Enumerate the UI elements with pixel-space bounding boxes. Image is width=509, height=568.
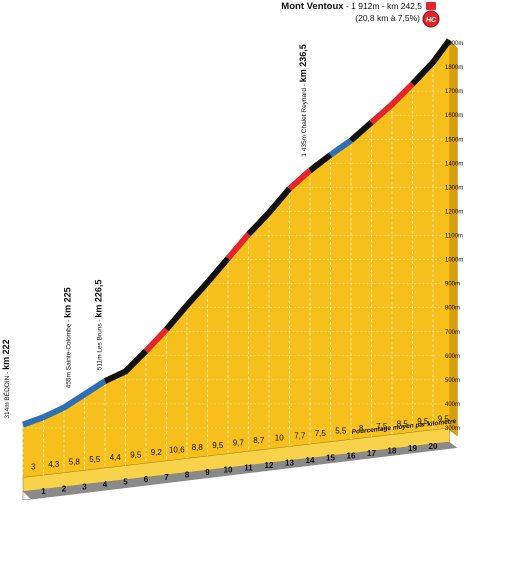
- checkered-flag-icon: [426, 2, 436, 10]
- road-segment-normal: [410, 38, 452, 86]
- gradient-label: 7,5: [376, 422, 388, 431]
- road-segment-steep: [369, 81, 415, 125]
- badge-label: HC: [426, 17, 437, 24]
- summit-header: Mont Ventoux - 1 912m - km 242,5 (20,8 k…: [281, 1, 422, 23]
- landmark-label: 314m BÉDOIN - km 222: [1, 339, 11, 418]
- gradient-label: 9,7: [233, 438, 245, 447]
- km-marker-label: 15: [326, 454, 335, 463]
- km-marker-label: 6: [144, 475, 149, 484]
- landmark-label: 1 435m Chalet Reynard - km 236,5: [298, 44, 308, 156]
- y-tick-label: 300m: [445, 426, 460, 432]
- road-segment-gentle: [328, 138, 353, 158]
- y-tick-label: 1700m: [445, 89, 463, 95]
- road-segment-normal: [164, 256, 231, 332]
- gradient-label: 7,7: [294, 431, 306, 440]
- gradient-label: 5,8: [69, 458, 81, 467]
- km-marker-label: 1: [41, 487, 46, 496]
- gradient-label: 9,5: [438, 415, 450, 424]
- category-badge: HC: [422, 2, 440, 28]
- landmark-label: 511m Les Bruns - km 226,5: [93, 280, 103, 371]
- road-segment-steep: [225, 232, 251, 261]
- km-marker-label: 13: [285, 459, 294, 468]
- profile-side-face: [449, 40, 458, 436]
- landmark-km: km 225: [63, 287, 73, 318]
- y-tick-label: 900m: [445, 282, 460, 288]
- y-tick-label: 800m: [445, 306, 460, 312]
- gradient-label: 9,2: [151, 448, 163, 457]
- road-segment-normal: [348, 120, 374, 143]
- gradient-label: 9,5: [130, 450, 142, 459]
- y-tick-label: 1600m: [445, 113, 463, 119]
- landmark-name: 511m Les Bruns -: [96, 318, 103, 371]
- summit-name: Mont Ventoux: [281, 1, 344, 12]
- y-tick-label: 400m: [445, 402, 460, 408]
- badge-circle: [422, 10, 440, 28]
- y-tick-label: 1800m: [445, 65, 463, 71]
- landmark-km: km 222: [1, 339, 11, 370]
- landmark-name: 314m BÉDOIN -: [2, 370, 11, 419]
- y-tick-label: 500m: [445, 378, 460, 384]
- base-shadow: [23, 441, 458, 500]
- gradient-label: 10: [275, 434, 284, 443]
- gradient-label: 4,3: [48, 460, 60, 469]
- road-segment-normal: [308, 152, 333, 173]
- km-marker-label: 17: [367, 449, 376, 458]
- gradient-label: 8,5: [397, 419, 409, 428]
- gradient-label: 5,5: [335, 427, 347, 436]
- km-marker-label: 4: [103, 480, 108, 489]
- km-marker-label: 16: [347, 451, 356, 460]
- km-marker-label: 19: [408, 444, 417, 453]
- road-segment-gentle: [22, 378, 107, 428]
- y-tick-label: 1000m: [445, 258, 463, 264]
- y-tick-label: 1400m: [445, 161, 463, 167]
- summit-subtitle: (20,8 km à 7,5%): [355, 13, 420, 23]
- y-tick-label: 1500m: [445, 137, 463, 143]
- gradient-label: 9,5: [212, 441, 224, 450]
- gradient-label: 4,4: [110, 453, 122, 462]
- y-tick-label: 1300m: [445, 185, 463, 191]
- y-tick-label: 600m: [445, 354, 460, 360]
- gradient-label: 3: [31, 462, 36, 471]
- summit-details: - 1 912m - km 242,5: [344, 1, 423, 11]
- km-marker-label: 18: [388, 447, 397, 456]
- base-edge: [22, 491, 31, 500]
- gradient-label: 5,5: [89, 455, 101, 464]
- landmark-label: 455m Sainte-Colombe - km 225: [63, 287, 73, 388]
- y-tick-label: 700m: [445, 330, 460, 336]
- km-marker-label: 20: [429, 442, 438, 451]
- landmark-name: 455m Sainte-Colombe -: [66, 318, 73, 388]
- km-marker-label: 9: [205, 468, 210, 477]
- landmark-km: km 226,5: [93, 280, 103, 318]
- gradient-label: 9,5: [417, 417, 429, 426]
- road-segment-steep: [143, 327, 169, 354]
- km-marker-label: 3: [82, 482, 87, 491]
- y-tick-label: 1100m: [445, 234, 463, 240]
- km-marker-label: 8: [185, 470, 190, 479]
- landmark-name: 1 435m Chalet Reynard -: [301, 82, 308, 156]
- km-marker-label: 10: [224, 466, 233, 475]
- gradient-label: 10,6: [169, 446, 185, 455]
- gradient-label: 8: [359, 424, 364, 433]
- km-marker-label: 7: [164, 473, 169, 482]
- gradient-label: 7,5: [315, 429, 327, 438]
- road-segment-normal: [246, 186, 292, 237]
- km-marker-label: 12: [265, 461, 274, 470]
- y-tick-label: 1900m: [445, 41, 463, 47]
- km-marker-label: 14: [306, 456, 315, 465]
- road-segment-steep: [287, 168, 312, 191]
- km-marker-label: 5: [123, 478, 128, 487]
- road-segment-normal: [103, 348, 149, 384]
- gradient-label: 8,8: [192, 443, 204, 452]
- y-tick-label: 1200m: [445, 209, 463, 215]
- gradient-label: 8,7: [253, 436, 265, 445]
- km-marker-label: 11: [244, 463, 253, 472]
- km-marker-label: 2: [62, 485, 67, 494]
- svg-text:Mont Ventoux - 1 912m - km 242: Mont Ventoux - 1 912m - km 242,5: [281, 1, 422, 12]
- landmark-km: km 236,5: [298, 44, 308, 82]
